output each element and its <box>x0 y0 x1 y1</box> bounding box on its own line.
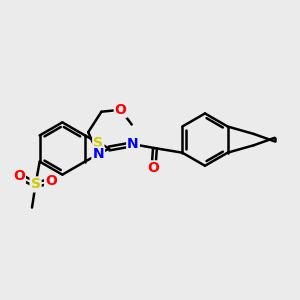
Text: S: S <box>93 136 103 150</box>
Text: N: N <box>92 147 104 161</box>
Text: N: N <box>127 137 139 151</box>
Text: O: O <box>148 161 159 176</box>
Text: O: O <box>115 103 127 117</box>
Text: O: O <box>45 174 57 188</box>
Text: S: S <box>31 177 40 191</box>
Text: O: O <box>13 169 25 183</box>
